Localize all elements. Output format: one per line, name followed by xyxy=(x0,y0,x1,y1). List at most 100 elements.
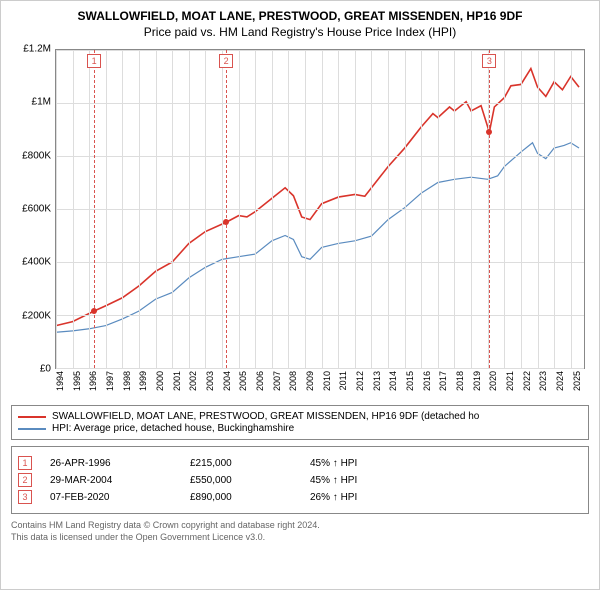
event-price: £550,000 xyxy=(190,475,310,486)
event-marker-dot xyxy=(91,308,97,314)
event-marker-label: 2 xyxy=(219,54,233,68)
legend: SWALLOWFIELD, MOAT LANE, PRESTWOOD, GREA… xyxy=(11,405,589,440)
grid-line-v xyxy=(405,50,406,368)
grid-line-v xyxy=(156,50,157,368)
y-tick-label: £800K xyxy=(22,150,51,161)
grid-line-v xyxy=(438,50,439,368)
x-tick-label: 2012 xyxy=(355,371,365,391)
x-tick-label: 2015 xyxy=(405,371,415,391)
grid-line-v xyxy=(255,50,256,368)
event-marker-label: 3 xyxy=(482,54,496,68)
event-date: 07-FEB-2020 xyxy=(50,492,190,503)
x-tick-label: 2006 xyxy=(255,371,265,391)
chart-title: SWALLOWFIELD, MOAT LANE, PRESTWOOD, GREA… xyxy=(11,9,589,23)
x-tick-label: 2014 xyxy=(388,371,398,391)
grid-line-v xyxy=(454,50,455,368)
event-number-box: 2 xyxy=(18,473,32,487)
x-tick-label: 2018 xyxy=(455,371,465,391)
grid-line-v xyxy=(571,50,572,368)
x-tick-label: 2010 xyxy=(322,371,332,391)
x-tick-label: 2019 xyxy=(472,371,482,391)
x-tick-label: 2025 xyxy=(572,371,582,391)
legend-item: SWALLOWFIELD, MOAT LANE, PRESTWOOD, GREA… xyxy=(18,411,582,422)
x-tick-label: 2002 xyxy=(188,371,198,391)
grid-line-v xyxy=(89,50,90,368)
footer-line-1: Contains HM Land Registry data © Crown c… xyxy=(11,520,589,532)
plot-region: 1 2 3 xyxy=(55,49,585,369)
x-tick-label: 2020 xyxy=(488,371,498,391)
grid-line-v xyxy=(288,50,289,368)
x-tick-label: 1996 xyxy=(88,371,98,391)
series-price-paid xyxy=(56,69,579,326)
grid-line-v xyxy=(388,50,389,368)
event-pct: 45% ↑ HPI xyxy=(310,475,380,486)
event-number-box: 1 xyxy=(18,456,32,470)
x-tick-label: 2004 xyxy=(222,371,232,391)
footer-line-2: This data is licensed under the Open Gov… xyxy=(11,532,589,544)
event-marker-dot xyxy=(486,129,492,135)
legend-swatch xyxy=(18,416,46,418)
x-tick-label: 2003 xyxy=(205,371,215,391)
y-tick-label: £1.2M xyxy=(23,44,51,55)
event-marker-dot xyxy=(223,219,229,225)
x-tick-label: 2011 xyxy=(338,371,348,390)
event-pct: 26% ↑ HPI xyxy=(310,492,380,503)
x-tick-label: 2009 xyxy=(305,371,315,391)
y-tick-label: £200K xyxy=(22,310,51,321)
x-tick-label: 2023 xyxy=(538,371,548,391)
series-hpi xyxy=(56,143,579,332)
grid-line-v xyxy=(338,50,339,368)
grid-line-v xyxy=(421,50,422,368)
x-tick-label: 2022 xyxy=(522,371,532,391)
grid-line-v xyxy=(322,50,323,368)
grid-line-v xyxy=(189,50,190,368)
x-tick-label: 2000 xyxy=(155,371,165,391)
x-tick-label: 2016 xyxy=(422,371,432,391)
x-tick-label: 2001 xyxy=(172,371,182,391)
legend-label: HPI: Average price, detached house, Buck… xyxy=(52,423,294,434)
event-marker-line xyxy=(94,50,95,368)
chart-area: £0£200K£400K£600K£800K£1M£1.2M 123 19941… xyxy=(11,49,589,399)
x-tick-label: 2024 xyxy=(555,371,565,391)
legend-label: SWALLOWFIELD, MOAT LANE, PRESTWOOD, GREA… xyxy=(52,411,479,422)
grid-line-v xyxy=(106,50,107,368)
chart-subtitle: Price paid vs. HM Land Registry's House … xyxy=(11,25,589,39)
grid-line-v xyxy=(122,50,123,368)
x-axis: 1994199519961997199819992000200120022003… xyxy=(55,369,585,399)
event-price: £215,000 xyxy=(190,458,310,469)
y-tick-label: £1M xyxy=(32,97,51,108)
x-tick-label: 1994 xyxy=(55,371,65,391)
x-tick-label: 2021 xyxy=(505,371,515,391)
event-date: 29-MAR-2004 xyxy=(50,475,190,486)
x-tick-label: 1998 xyxy=(122,371,132,391)
grid-line-v xyxy=(239,50,240,368)
grid-line-v xyxy=(172,50,173,368)
event-marker-line xyxy=(226,50,227,368)
event-marker-label: 1 xyxy=(87,54,101,68)
event-row: 2 29-MAR-2004£550,00045% ↑ HPI xyxy=(18,473,582,487)
grid-line-v xyxy=(272,50,273,368)
x-tick-label: 1997 xyxy=(105,371,115,391)
y-tick-label: £400K xyxy=(22,257,51,268)
grid-line-v xyxy=(73,50,74,368)
event-pct: 45% ↑ HPI xyxy=(310,458,380,469)
x-tick-label: 1999 xyxy=(138,371,148,391)
x-tick-label: 2017 xyxy=(438,371,448,391)
grid-line-v xyxy=(56,50,57,368)
grid-line-v xyxy=(554,50,555,368)
x-tick-label: 2008 xyxy=(288,371,298,391)
x-tick-label: 2005 xyxy=(238,371,248,391)
footer-attribution: Contains HM Land Registry data © Crown c… xyxy=(11,520,589,543)
event-row: 307-FEB-2020£890,00026% ↑ HPI xyxy=(18,490,582,504)
event-number-box: 3 xyxy=(18,490,32,504)
grid-line-v xyxy=(471,50,472,368)
y-tick-label: £0 xyxy=(40,364,51,375)
legend-swatch xyxy=(18,428,46,430)
event-row: 126-APR-1996£215,00045% ↑ HPI xyxy=(18,456,582,470)
event-marker-line xyxy=(489,50,490,368)
event-table: 126-APR-1996£215,00045% ↑ HPI 2 29-MAR-200… xyxy=(11,446,589,514)
grid-line-v xyxy=(222,50,223,368)
grid-line-v xyxy=(355,50,356,368)
chart-container: SWALLOWFIELD, MOAT LANE, PRESTWOOD, GREA… xyxy=(0,0,600,590)
grid-line-v xyxy=(504,50,505,368)
